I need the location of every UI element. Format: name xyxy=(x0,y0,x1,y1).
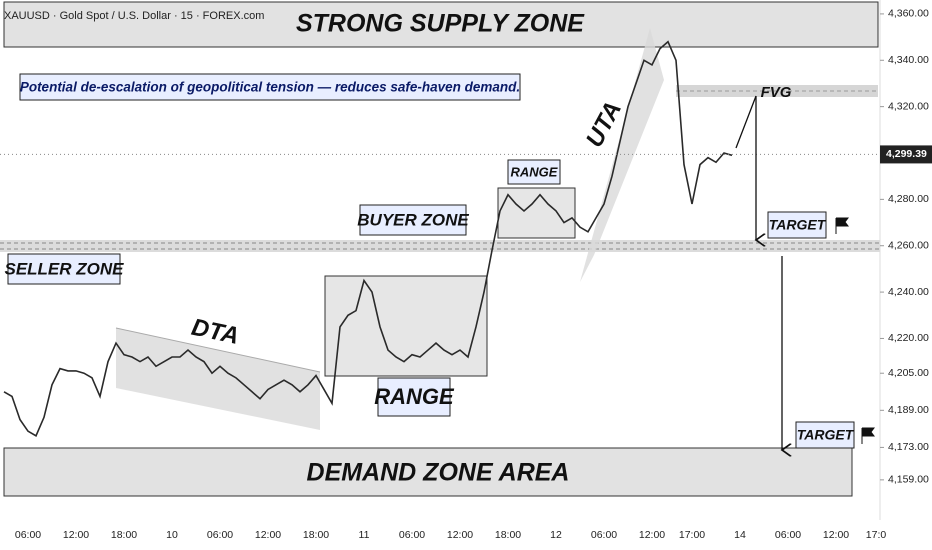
channel-edge xyxy=(115,327,321,373)
range-label: RANGE xyxy=(374,384,455,409)
x-tick-label: 06:00 xyxy=(207,529,233,541)
y-tick-label: 4,320.00 xyxy=(888,100,929,112)
price-line xyxy=(3,40,733,437)
fvg-label: FVG xyxy=(761,84,792,101)
dta-channel xyxy=(116,328,320,430)
target-label: TARGET xyxy=(769,217,827,233)
last-price-box xyxy=(880,145,932,164)
flag-icon xyxy=(861,427,875,444)
x-tick-label: 12:00 xyxy=(255,529,281,541)
x-tick-label: 12:00 xyxy=(63,529,89,541)
y-tick-label: 4,159.00 xyxy=(888,474,929,486)
range-label-box xyxy=(507,159,561,185)
x-tick-label: 12:00 xyxy=(823,529,849,541)
y-tick-label: 4,280.00 xyxy=(888,193,929,205)
x-tick-label: 12:00 xyxy=(639,529,665,541)
labels: XAUUSD · Gold Spot / U.S. Dollar · 15 · … xyxy=(4,10,875,487)
y-tick-label: 4,360.00 xyxy=(888,8,929,20)
x-tick-label: 12 xyxy=(550,529,562,541)
seller-label: SELLER ZONE xyxy=(4,259,124,278)
range-label: RANGE xyxy=(511,164,558,179)
y-tick-label: 4,189.00 xyxy=(888,404,929,416)
y-tick-label: 4,340.00 xyxy=(888,54,929,66)
supply-zone xyxy=(3,1,879,48)
range-box xyxy=(497,187,576,239)
range-label-box xyxy=(377,377,451,417)
demand-zone xyxy=(3,447,853,497)
x-tick-label: 06:00 xyxy=(591,529,617,541)
y-tick-label: 4,260.00 xyxy=(888,240,929,252)
x-tick-label: 18:00 xyxy=(303,529,329,541)
axis-bg xyxy=(880,0,932,550)
seller-box xyxy=(7,253,121,285)
seller-buyer-band xyxy=(0,240,880,252)
plot xyxy=(0,40,880,437)
supply-label: STRONG SUPPLY ZONE xyxy=(296,10,585,38)
x-tick-label: 12:00 xyxy=(447,529,473,541)
x-tick-label: 06:00 xyxy=(775,529,801,541)
dta-label: DTA xyxy=(189,314,241,350)
target-label: TARGET xyxy=(797,427,855,443)
uta-channel xyxy=(580,28,664,282)
x-tick-label: 14 xyxy=(734,529,746,541)
path-line xyxy=(735,95,757,149)
x-tick-label: 06:00 xyxy=(399,529,425,541)
x-tick-label: 11 xyxy=(359,529,370,541)
x-tick-label: 10 xyxy=(166,529,178,541)
y-tick-label: 4,205.00 xyxy=(888,367,929,379)
y-tick-label: 4,173.00 xyxy=(888,441,929,453)
range-box xyxy=(324,275,488,377)
last-price-label: 4,299.39 xyxy=(886,148,927,160)
x-tick-label: 17:00 xyxy=(679,529,705,541)
demand-label: DEMAND ZONE AREA xyxy=(307,459,570,487)
target-box xyxy=(795,421,855,449)
x-tick-label: 06:00 xyxy=(15,529,41,541)
x-tick-label: 18:00 xyxy=(495,529,521,541)
buyer-label: BUYER ZONE xyxy=(357,210,469,229)
chart-title: XAUUSD · Gold Spot / U.S. Dollar · 15 · … xyxy=(4,10,264,22)
y-tick-label: 4,240.00 xyxy=(888,286,929,298)
y-tick-label: 4,220.00 xyxy=(888,332,929,344)
note-box xyxy=(19,73,521,101)
x-tick-label: 17:0 xyxy=(866,529,887,541)
buyer-box xyxy=(359,204,467,236)
flag-icon xyxy=(835,217,849,234)
x-tick-label: 18:00 xyxy=(111,529,137,541)
target-box xyxy=(767,211,827,239)
axis: 4,360.00 4,340.00 4,320.00 4,280.00 4,260.00… xyxy=(15,0,932,550)
note: Potential de-escalation of geopolitical … xyxy=(20,80,520,95)
